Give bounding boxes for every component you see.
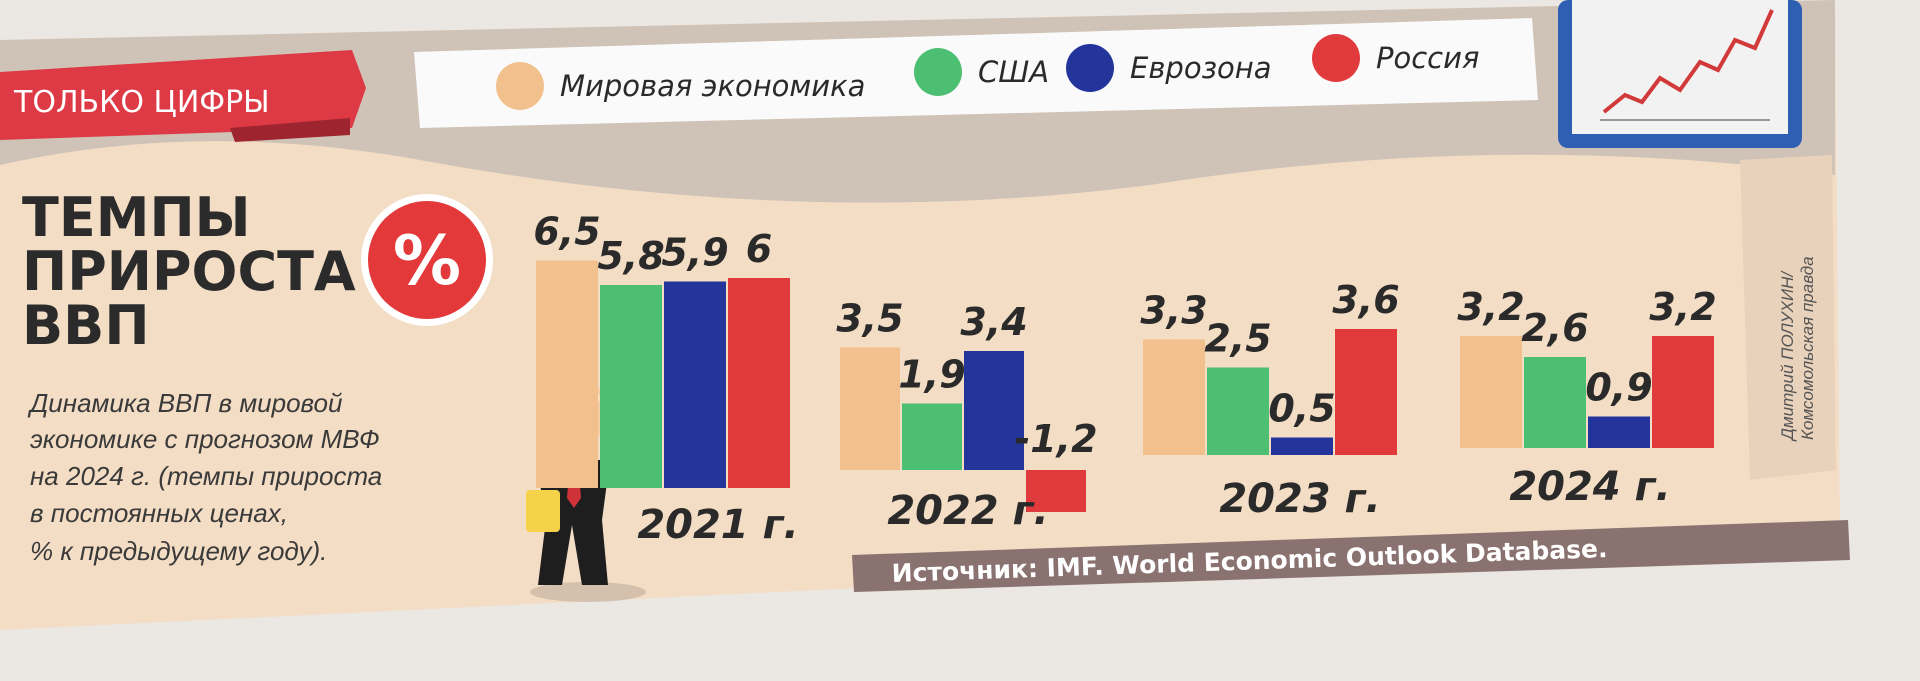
bar-eurozone-4 [1588, 416, 1650, 448]
legend-item-eurozone: Еврозона [1066, 44, 1271, 92]
section-banner: ТОЛЬКО ЦИФРЫ [0, 50, 366, 142]
bar-russia-3 [1335, 329, 1397, 455]
bar-group-3: 3,32,5 0,5 3,6 [1140, 278, 1400, 455]
source-bar [852, 520, 1850, 592]
bars: 6,55,85,9 63,51,93,4-1,23,32,50,53,6 3,22,… [533, 210, 1717, 512]
bar-world-3 [1143, 339, 1205, 455]
bar-russia-4 [1652, 336, 1714, 448]
legend-label-russia: Россия [1376, 41, 1479, 75]
value-label-world-3: 3,3 [1140, 289, 1207, 333]
bar-usa-3 [1207, 367, 1269, 455]
legend-swatch-russia [1312, 34, 1360, 82]
legend-swatch-usa [914, 48, 962, 96]
value-label-eurozone-4: 0,9 [1585, 366, 1652, 410]
value-label-usa-2: 1,9 [898, 353, 965, 397]
year-label-1: 2021 г. [637, 502, 798, 548]
bar-group-2: 3,5 1,9 3,4 -1,2 [836, 297, 1098, 512]
bar-group-4: 3,22,60,93,2 [1457, 285, 1717, 448]
value-label-russia-3: 3,6 [1332, 278, 1399, 322]
bar-eurozone-1 [664, 281, 726, 488]
legend-item-usa: США [914, 48, 1049, 96]
banner-label: ТОЛЬКО ЦИФРЫ [13, 85, 270, 120]
description-line-3: на 2024 г. (темпы прироста [30, 461, 382, 491]
percent-badge: % [361, 194, 493, 326]
bar-russia-2 [1026, 470, 1086, 512]
legend: Мировая экономика США Еврозона Россия [414, 18, 1538, 128]
bar-usa-1 [600, 285, 662, 488]
value-label-usa-3: 2,5 [1204, 317, 1271, 361]
bar-eurozone-2 [964, 351, 1024, 470]
value-label-russia-2: -1,2 [1014, 417, 1097, 461]
bar-world-4 [1460, 336, 1522, 448]
legend-swatch-eurozone [1066, 44, 1114, 92]
value-label-eurozone-2: 3,4 [960, 300, 1027, 344]
title-line-2: ПРИРОСТА [22, 240, 356, 303]
title-line-1: ТЕМПЫ [22, 186, 251, 249]
bar-usa-2 [902, 403, 962, 470]
man-folder [526, 490, 560, 532]
legend-label-usa: США [978, 55, 1049, 89]
bar-world-2 [840, 347, 900, 470]
title-line-3: ВВП [22, 294, 150, 357]
legend-label-world: Мировая экономика [560, 69, 865, 103]
credit-line-1: Дмитрий ПОЛУХИН/ [1778, 270, 1797, 442]
year-labels: 2021 г. 2022 г. 2023 г. 2024 г. [637, 464, 1670, 548]
year-label-3: 2023 г. [1219, 476, 1380, 522]
thumbnail-screen [1572, 0, 1788, 134]
legend-item-russia: Россия [1312, 34, 1479, 82]
value-label-eurozone-1: 5,9 [661, 231, 728, 275]
description-line-1: Динамика ВВП в мировой [27, 388, 342, 418]
year-label-2: 2022 г. [887, 488, 1048, 534]
bar-russia-1 [728, 278, 790, 488]
value-label-usa-4: 2,6 [1521, 306, 1588, 350]
banner-fold [230, 118, 350, 142]
value-label-world-4: 3,2 [1457, 285, 1524, 329]
legend-item-world: Мировая экономика [496, 62, 865, 110]
year-label-4: 2024 г. [1509, 464, 1670, 510]
value-label-russia-4: 3,2 [1649, 285, 1716, 329]
legend-background [414, 18, 1538, 128]
chart-title: ТЕМПЫ ПРИРОСТА ВВП [22, 186, 356, 357]
description-line-4: в постоянных ценах, [30, 498, 288, 528]
value-label-world-1: 6,5 [533, 210, 600, 254]
bar-group-1: 6,55,85,9 6 [533, 210, 790, 488]
bar-eurozone-3 [1271, 437, 1333, 455]
bar-world-1 [536, 260, 598, 488]
legend-swatch-world [496, 62, 544, 110]
description: Динамика ВВП в мировой экономике с прогн… [27, 388, 382, 566]
legend-label-eurozone: Еврозона [1130, 51, 1271, 85]
trend-line-icon [1602, 9, 1774, 114]
description-line-5: % к предыдущему году). [30, 536, 327, 566]
credit-strip [1740, 155, 1836, 480]
percent-icon: % [393, 222, 461, 301]
description-line-2: экономике с прогнозом МВФ [30, 424, 380, 454]
credit-line-2: Комсомольская правда [1798, 256, 1817, 440]
value-label-russia-1: 6 [746, 227, 772, 271]
man-shadow [530, 582, 646, 602]
value-label-usa-1: 5,8 [597, 234, 664, 278]
legend-items: Мировая экономика США Еврозона Россия [496, 34, 1479, 110]
bar-usa-4 [1524, 357, 1586, 448]
value-label-world-2: 3,5 [836, 297, 903, 341]
badge-circle [368, 201, 486, 319]
trend-thumbnail [1558, 0, 1802, 148]
author-credit: Дмитрий ПОЛУХИН/ Комсомольская правда [1778, 256, 1817, 442]
banner-shape [0, 50, 366, 140]
value-label-eurozone-3: 0,5 [1268, 387, 1335, 431]
